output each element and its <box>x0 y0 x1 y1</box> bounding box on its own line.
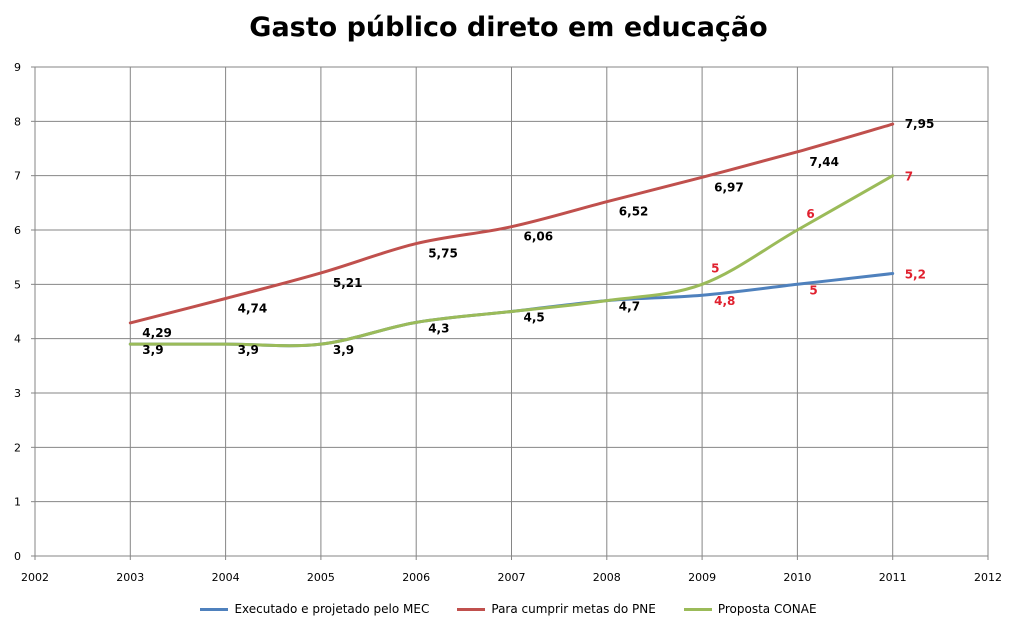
y-tick-label: 4 <box>14 333 21 346</box>
data-label-pne: 4,29 <box>142 326 172 340</box>
data-label-mec: 3,9 <box>333 343 354 357</box>
data-label-conae: 7 <box>905 170 913 184</box>
legend: Executado e projetado pelo MEC Para cump… <box>0 602 1017 616</box>
data-label-pne: 6,52 <box>619 205 649 219</box>
y-tick-label: 6 <box>14 224 21 237</box>
data-label-mec: 4,8 <box>714 294 735 308</box>
data-label-pne: 6,97 <box>714 180 744 194</box>
y-tick-label: 7 <box>14 170 21 183</box>
x-tick-label: 2002 <box>21 571 49 584</box>
y-tick-label: 8 <box>14 115 21 128</box>
legend-swatch-mec <box>200 607 229 611</box>
y-tick-label: 0 <box>14 550 21 563</box>
data-label-mec: 5 <box>809 283 817 297</box>
x-tick-label: 2003 <box>116 571 144 584</box>
legend-swatch-conae <box>683 607 712 611</box>
data-label-pne: 7,44 <box>809 155 839 169</box>
x-tick-label: 2004 <box>212 571 240 584</box>
y-tick-label: 9 <box>14 61 21 74</box>
x-tick-label: 2005 <box>307 571 335 584</box>
data-label-mec: 4,3 <box>428 321 449 335</box>
y-tick-label: 5 <box>14 278 21 291</box>
data-label-mec: 5,2 <box>905 267 926 281</box>
y-tick-label: 2 <box>14 441 21 454</box>
legend-label-mec: Executado e projetado pelo MEC <box>234 602 430 616</box>
legend-swatch-pne <box>457 607 486 611</box>
legend-label-conae: Proposta CONAE <box>717 602 817 616</box>
plot-area: 0 1 2 3 4 5 6 7 8 9 2002 2003 2004 2005 2006 2007 2008 20… <box>14 61 1002 584</box>
data-label-mec: 3,9 <box>238 343 259 357</box>
legend-item-mec: Executado e projetado pelo MEC <box>200 602 429 616</box>
series-line-conae <box>128 174 895 348</box>
data-label-pne: 6,06 <box>524 230 554 244</box>
legend-item-pne: Para cumprir metas do PNE <box>457 602 656 616</box>
x-tick-label: 2007 <box>498 571 526 584</box>
x-tick-label: 2008 <box>593 571 621 584</box>
x-tick-label: 2006 <box>402 571 430 584</box>
legend-label-pne: Para cumprir metas do PNE <box>491 602 656 616</box>
legend-item-conae: Proposta CONAE <box>683 602 817 616</box>
data-label-conae: 6 <box>806 207 814 221</box>
x-tick-label: 2010 <box>783 571 811 584</box>
data-label-mec: 4,5 <box>524 311 545 325</box>
x-tick-label: 2009 <box>688 571 716 584</box>
x-tick-label: 2011 <box>879 571 907 584</box>
y-tick-label: 3 <box>14 387 21 400</box>
series-line-pne <box>128 122 895 325</box>
chart-title: Gasto público direto em educação <box>249 12 768 43</box>
y-tick-label: 1 <box>14 496 21 509</box>
data-label-mec: 4,7 <box>619 300 640 314</box>
data-label-conae: 5 <box>711 261 719 275</box>
data-label-pne: 4,74 <box>238 301 268 315</box>
data-label-mec: 3,9 <box>142 343 163 357</box>
data-label-pne: 5,21 <box>333 276 363 290</box>
data-label-pne: 7,95 <box>905 117 935 131</box>
data-label-pne: 5,75 <box>428 247 458 261</box>
x-tick-label: 2012 <box>974 571 1002 584</box>
